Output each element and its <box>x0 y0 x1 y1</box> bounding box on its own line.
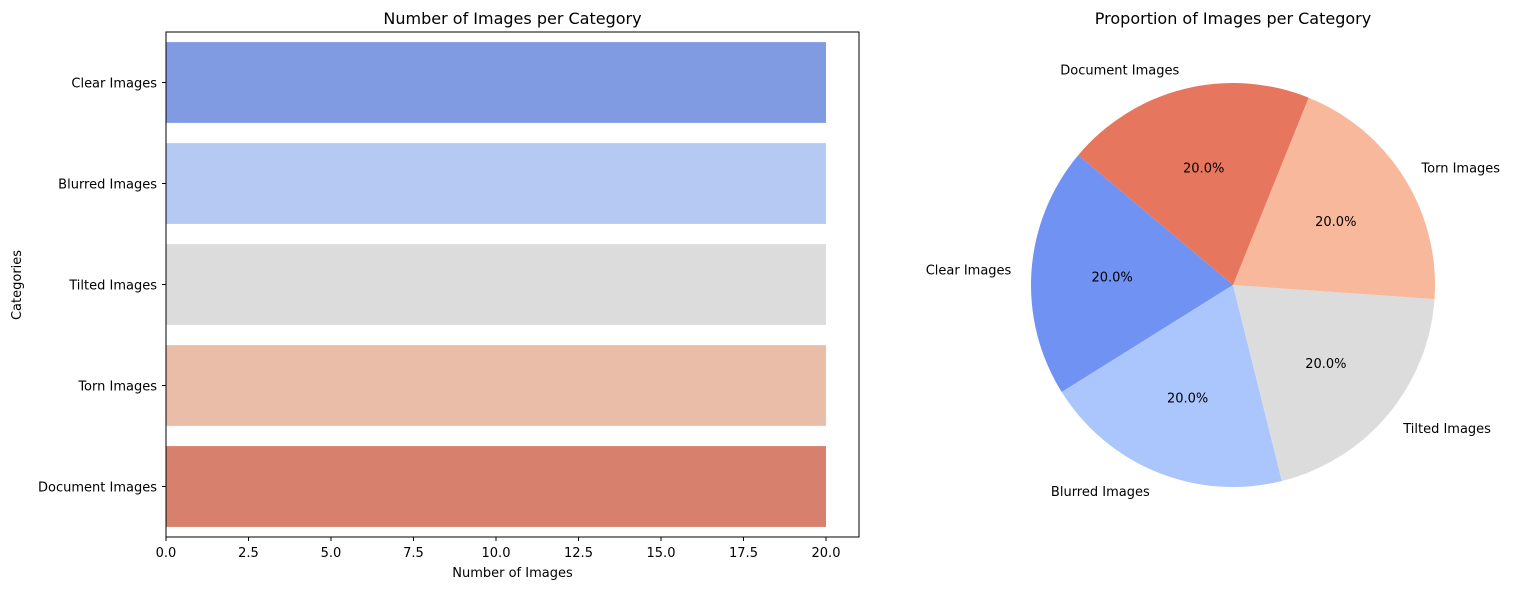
bar-torn-images <box>166 345 826 426</box>
x-tick-label: 10.0 <box>482 546 511 561</box>
pie-label-torn-images: Torn Images <box>1420 161 1500 176</box>
bar-tilted-images <box>166 244 826 325</box>
y-tick-label: Document Images <box>38 481 157 496</box>
pie-label-tilted-images: Tilted Images <box>1402 422 1491 437</box>
x-tick-label: 7.5 <box>403 546 424 561</box>
pie-slices <box>1031 82 1435 487</box>
pie-label-document-images: Document Images <box>1060 63 1179 78</box>
y-tick-label: Tilted Images <box>68 279 157 294</box>
bar-clear-images <box>166 42 826 123</box>
pie-percent-label: 20.0% <box>1315 215 1356 230</box>
pie-percent-label: 20.0% <box>1167 391 1208 406</box>
pie-percent-label: 20.0% <box>1305 357 1346 372</box>
bar-plot-frame <box>165 31 860 538</box>
x-tick-label: 12.5 <box>564 546 593 561</box>
bar-blurred-images <box>166 143 826 224</box>
bar-x-axis-label: Number of Images <box>452 566 573 581</box>
pie-slice-blurred-images <box>1061 285 1282 487</box>
bar-marks <box>166 42 826 527</box>
y-tick-label: Torn Images <box>77 380 157 395</box>
pie-percent-labels: 20.0% 20.0% 20.0% 20.0% 20.0% <box>1091 161 1356 406</box>
bar-x-ticks: 0.0 2.5 5.0 7.5 10.0 12.5 15.0 17.5 20.0 <box>156 537 841 561</box>
pie-percent-label: 20.0% <box>1091 271 1132 286</box>
pie-slice-torn-images <box>1233 97 1435 300</box>
x-tick-label: 15.0 <box>647 546 676 561</box>
pie-label-clear-images: Clear Images <box>926 264 1012 279</box>
y-tick-label: Clear Images <box>71 77 157 92</box>
x-tick-label: 0.0 <box>156 546 177 561</box>
bar-y-ticks: Clear Images Blurred Images Tilted Images T… <box>38 77 166 496</box>
x-tick-label: 17.5 <box>729 546 758 561</box>
y-tick-label: Blurred Images <box>58 178 157 193</box>
bar-y-axis-label: Categories <box>10 250 25 320</box>
bar-chart-title: Number of Images per Category <box>383 9 641 28</box>
pie-percent-label: 20.0% <box>1183 161 1224 176</box>
x-tick-label: 20.0 <box>812 546 841 561</box>
pie-slice-clear-images <box>1031 155 1233 393</box>
pie-category-labels: Clear Images Blurred Images Tilted Images T… <box>926 63 1501 500</box>
x-tick-label: 2.5 <box>238 546 259 561</box>
bar-chart: Number of Images per Category Clear Imag… <box>10 9 860 581</box>
pie-chart-title: Proportion of Images per Category <box>1095 9 1371 28</box>
x-tick-label: 5.0 <box>321 546 342 561</box>
pie-slice-document-images <box>1078 82 1309 285</box>
pie-label-blurred-images: Blurred Images <box>1051 485 1150 500</box>
pie-chart: Proportion of Images per Category 20.0%2… <box>926 9 1501 500</box>
bar-document-images <box>166 446 826 527</box>
pie-slice-tilted-images <box>1233 285 1435 481</box>
